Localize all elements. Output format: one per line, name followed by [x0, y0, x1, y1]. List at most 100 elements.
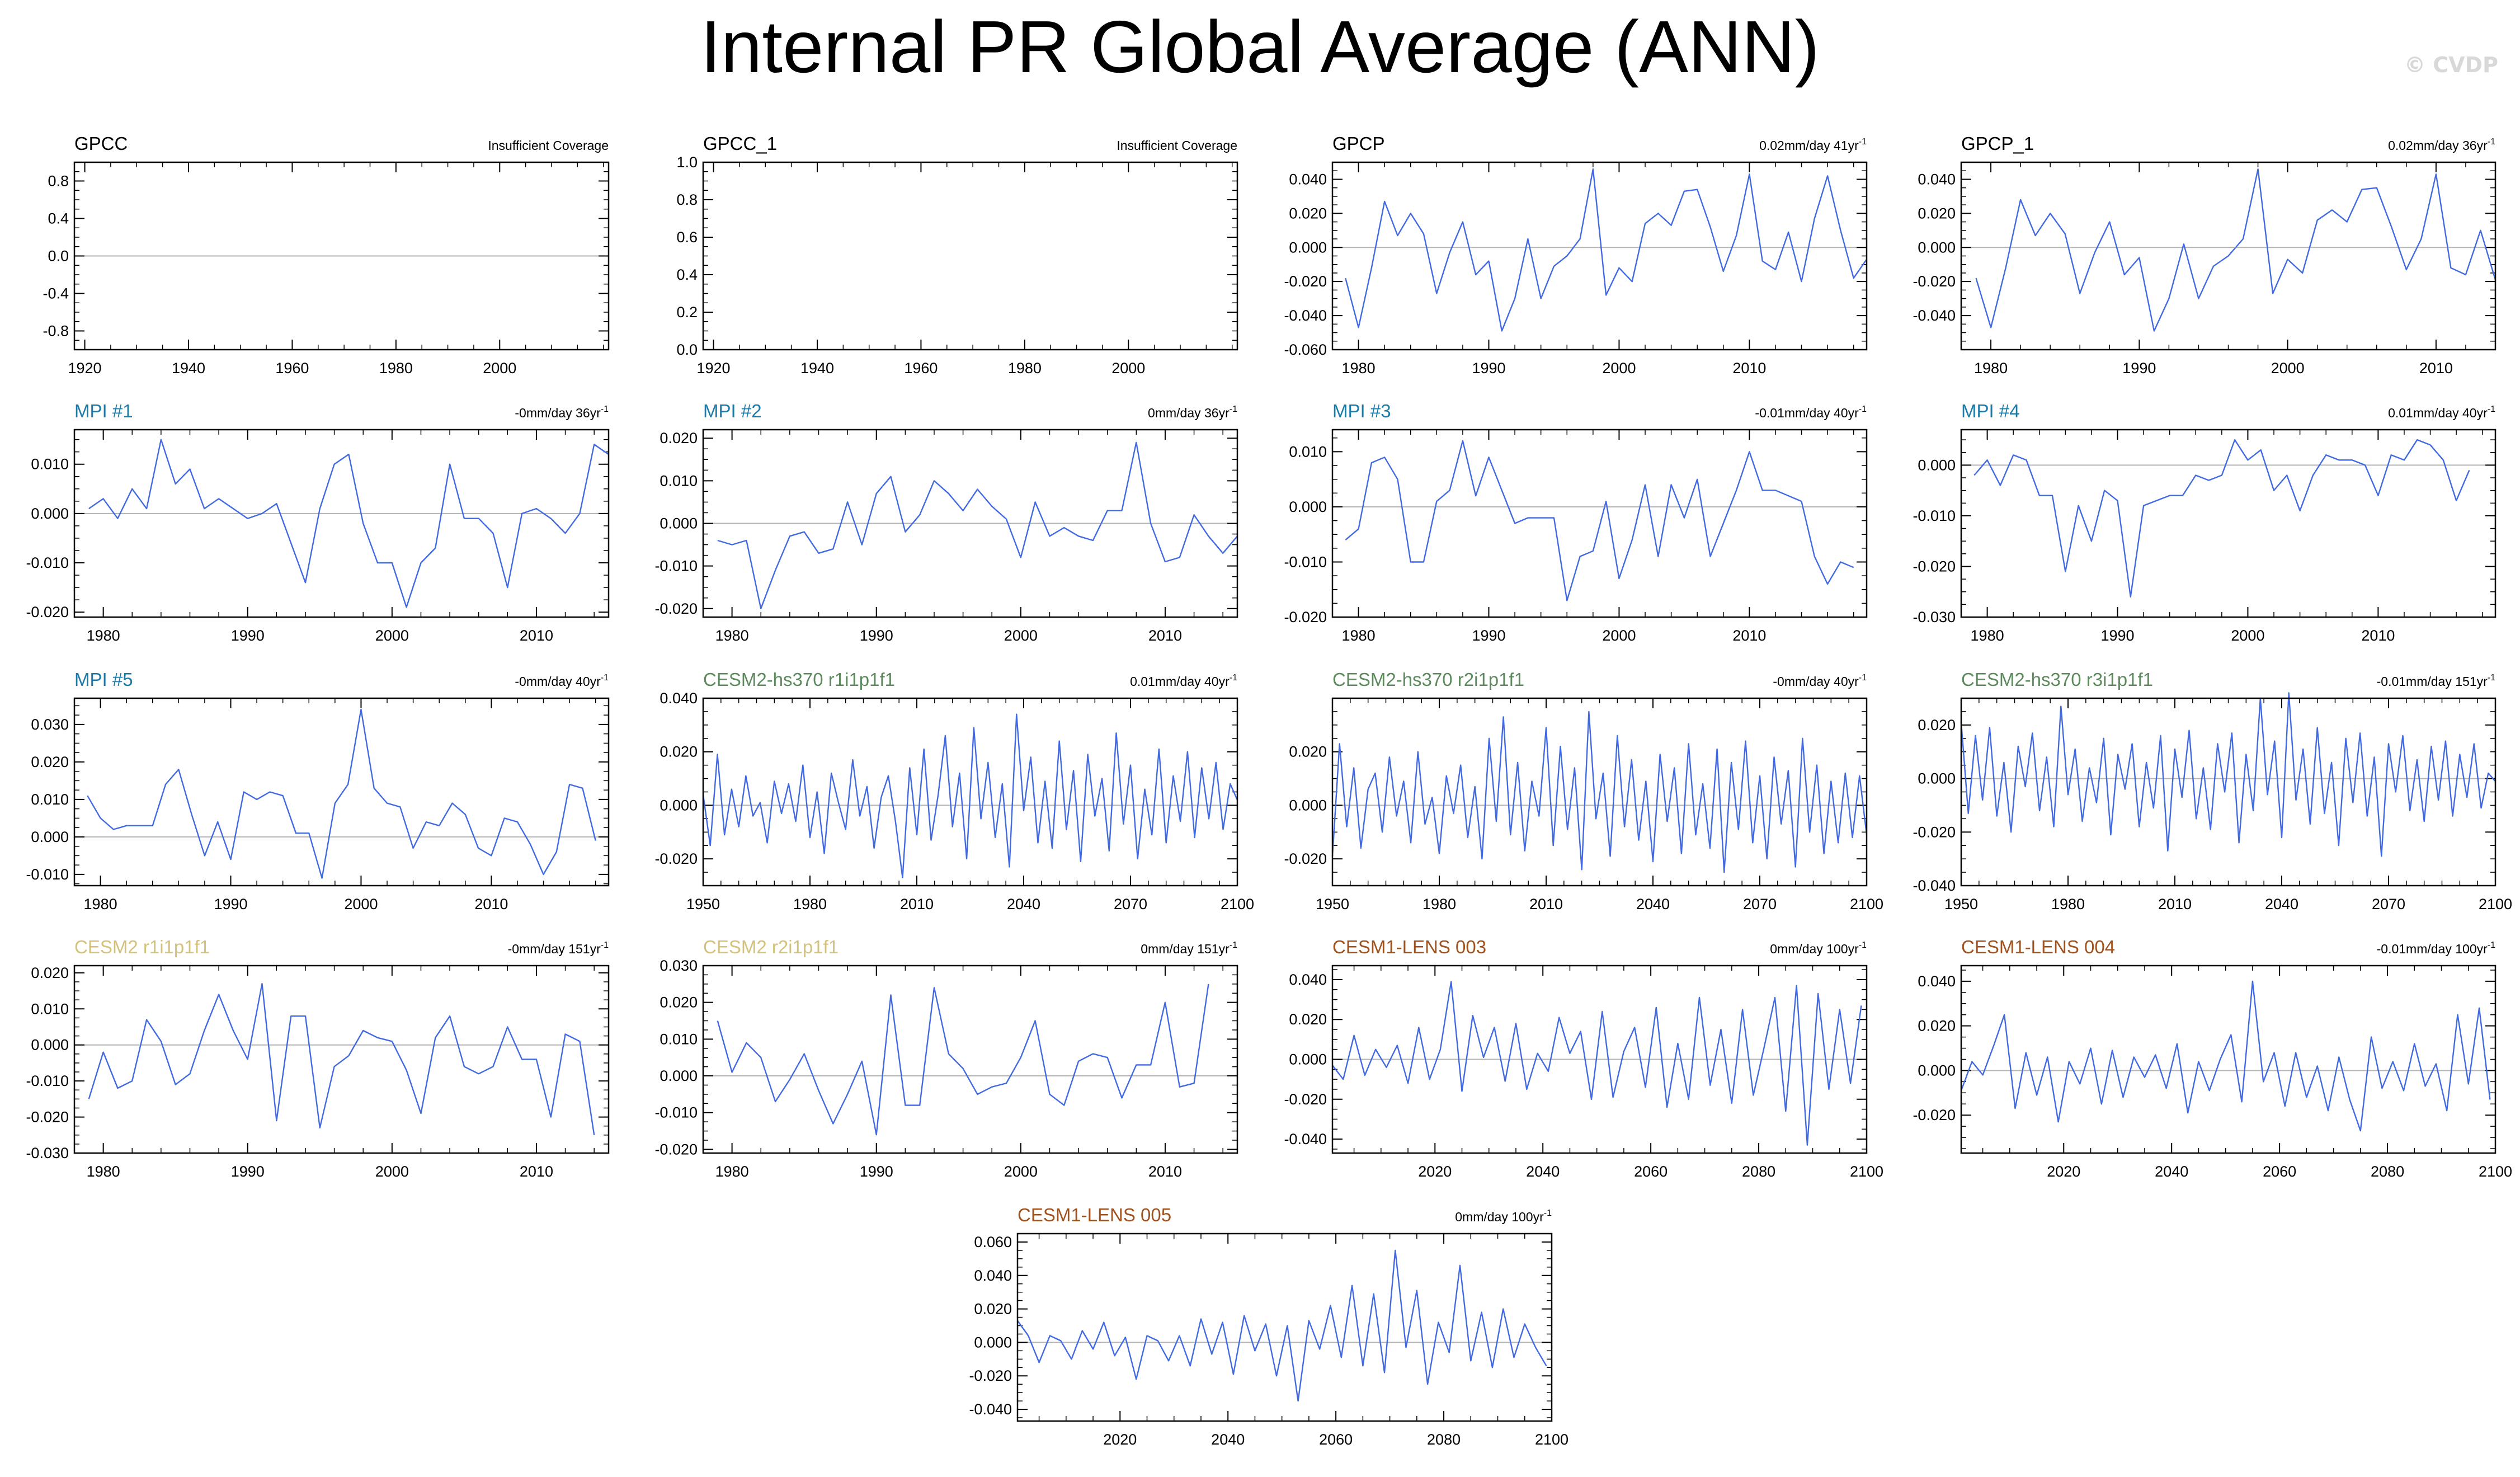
- series-line: [88, 982, 595, 1135]
- x-tick-label: 2040: [1007, 896, 1040, 912]
- series-line: [1017, 1249, 1547, 1402]
- y-tick-label: 0.020: [1918, 1018, 1956, 1034]
- x-tick-label: 1920: [68, 360, 102, 377]
- x-tick-label: 2060: [1319, 1431, 1353, 1448]
- plot-frame: [73, 429, 610, 618]
- y-tick-label: 0.020: [1289, 205, 1327, 222]
- x-tick-label: 1980: [1974, 360, 2008, 377]
- panel-title: CESM2 r2i1p1f1: [703, 937, 839, 957]
- series-line: [1973, 439, 2470, 598]
- y-tick-label: 0.040: [1918, 171, 1956, 187]
- series-line: [88, 439, 609, 608]
- y-tick-label: 0.0: [676, 341, 698, 358]
- y-tick-label: 0.040: [1289, 971, 1327, 988]
- chart-panel: GPCP_1 0.02mm/day 36yr-1 1980 1990 2000 2010 0…: [1913, 133, 2497, 377]
- x-tick-label: 2010: [474, 896, 508, 912]
- y-tick-label: 1.0: [676, 154, 698, 171]
- panel-trend-annotation: -0.01mm/day 100yr-1: [2377, 940, 2495, 956]
- x-tick-label: 1990: [214, 896, 247, 912]
- y-tick-label: -0.010: [654, 1104, 698, 1121]
- panel-title: MPI #4: [1961, 401, 2020, 421]
- panel-title: CESM1-LENS 005: [1018, 1205, 1171, 1225]
- x-tick-label: 2010: [520, 1163, 553, 1180]
- y-tick-label: -0.020: [654, 850, 698, 867]
- chart-panel: CESM2-hs370 r1i1p1f1 0.01mm/day 40yr-1 195…: [654, 669, 1254, 912]
- y-tick-label: -0.020: [654, 600, 698, 617]
- y-tick-label: 0.000: [31, 1037, 69, 1053]
- x-tick-label: 1950: [1316, 896, 1349, 912]
- x-tick-label: 1920: [697, 360, 731, 377]
- x-tick-label: 1980: [87, 1163, 120, 1180]
- x-tick-label: 2000: [1602, 360, 1636, 377]
- panel-trend-annotation: -0.01mm/day 151yr-1: [2377, 673, 2495, 689]
- y-tick-label: 0.000: [1289, 1051, 1327, 1068]
- panel-trend-annotation: 0.01mm/day 40yr-1: [2388, 404, 2495, 420]
- panel-title: CESM2 r1i1p1f1: [74, 937, 210, 957]
- x-tick-label: 1980: [1971, 627, 2004, 644]
- panel-title: GPCC_1: [703, 133, 777, 154]
- x-tick-label: 2010: [1529, 896, 1563, 912]
- panel-trend-annotation: 0.02mm/day 41yr-1: [1759, 137, 1867, 153]
- series-line: [1960, 980, 2491, 1132]
- panel-trend-annotation: 0mm/day 100yr-1: [1770, 940, 1867, 956]
- chart-panel: CESM2-hs370 r2i1p1f1 -0mm/day 40yr-1 1950 1…: [1284, 669, 1883, 912]
- y-tick-label: 0.8: [48, 173, 69, 190]
- y-tick-label: -0.040: [1913, 877, 1956, 894]
- panel-trend-annotation: -0mm/day 36yr-1: [515, 404, 609, 420]
- chart-panel: CESM1-LENS 004 -0.01mm/day 100yr-1 2020 204…: [1913, 937, 2512, 1180]
- x-tick-label: 2070: [1114, 896, 1147, 912]
- chart-panel: MPI #1 -0mm/day 36yr-1 1980 1990 2000 2010 0.0…: [26, 401, 610, 644]
- y-tick-label: -0.020: [26, 604, 69, 620]
- x-tick-label: 2010: [1148, 1163, 1182, 1180]
- y-tick-label: -0.020: [654, 1141, 698, 1158]
- plot-frame: [1331, 697, 1868, 887]
- x-tick-label: 1980: [715, 1163, 749, 1180]
- y-tick-label: 0.4: [676, 266, 698, 283]
- panel-trend-annotation: 0.01mm/day 40yr-1: [1130, 673, 1237, 689]
- y-tick-label: -0.020: [1284, 850, 1327, 867]
- y-tick-label: -0.020: [26, 1109, 69, 1126]
- y-tick-label: 0.040: [1918, 973, 1956, 990]
- x-tick-label: 2070: [2372, 896, 2405, 912]
- x-tick-label: 2040: [1636, 896, 1670, 912]
- x-tick-label: 1980: [793, 896, 827, 912]
- series-line: [1345, 168, 1867, 332]
- y-tick-label: 0.000: [660, 515, 698, 532]
- figure-title: Internal PR Global Average (ANN): [700, 6, 1820, 88]
- x-tick-label: 2080: [1742, 1163, 1775, 1180]
- y-tick-label: 0.020: [660, 744, 698, 760]
- y-tick-label: 0.010: [660, 472, 698, 489]
- x-tick-label: 2040: [1211, 1431, 1245, 1448]
- x-tick-label: 2040: [1526, 1163, 1560, 1180]
- y-tick-label: 0.040: [974, 1267, 1012, 1284]
- x-tick-label: 2000: [1004, 627, 1038, 644]
- x-tick-label: 1950: [1944, 896, 1978, 912]
- y-tick-label: -0.020: [1913, 824, 1956, 840]
- y-tick-label: 0.000: [1918, 770, 1956, 787]
- x-tick-label: 1980: [1422, 896, 1456, 912]
- panel-trend-annotation: Insufficient Coverage: [1117, 138, 1237, 153]
- plot-frame: [73, 965, 610, 1154]
- x-tick-label: 2040: [2155, 1163, 2188, 1180]
- x-tick-label: 2000: [375, 627, 409, 644]
- panel-trend-annotation: 0mm/day 151yr-1: [1141, 940, 1237, 956]
- series-line: [717, 984, 1209, 1136]
- y-tick-label: -0.040: [1913, 307, 1956, 324]
- panel-trend-annotation: 0.02mm/day 36yr-1: [2388, 137, 2495, 153]
- y-tick-label: 0.000: [31, 829, 69, 845]
- x-tick-label: 1980: [715, 627, 749, 644]
- x-tick-label: 2040: [2265, 896, 2298, 912]
- y-tick-label: 0.020: [31, 754, 69, 770]
- y-tick-label: -0.030: [1913, 609, 1956, 625]
- y-tick-label: -0.010: [654, 558, 698, 575]
- y-tick-label: 0.040: [1289, 171, 1327, 187]
- plot-frame: [1960, 161, 2497, 351]
- y-tick-label: 0.020: [31, 965, 69, 981]
- y-tick-label: 0.0: [48, 248, 69, 265]
- plot-frame: [73, 161, 610, 351]
- x-tick-label: 2010: [1148, 627, 1182, 644]
- x-tick-label: 1990: [1472, 627, 1505, 644]
- chart-panel: CESM2 r1i1p1f1 -0mm/day 151yr-1 1980 1990 20…: [26, 937, 610, 1180]
- y-tick-label: 0.020: [660, 994, 698, 1011]
